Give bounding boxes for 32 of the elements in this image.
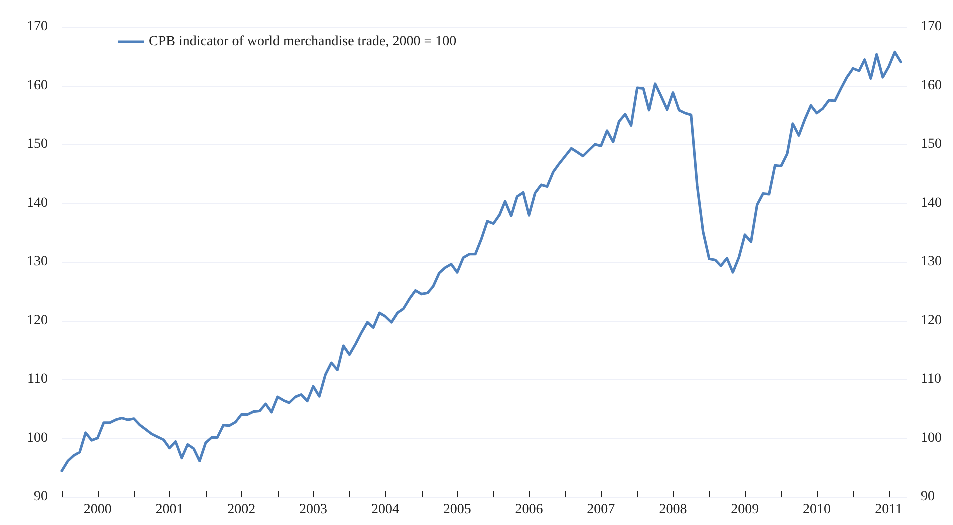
y-tick-label: 160 — [27, 78, 48, 94]
line-series — [60, 50, 902, 472]
y2-tick-label: 120 — [921, 313, 942, 328]
y2-tick-label: 90 — [921, 490, 935, 504]
x-tick-label: 2009 — [731, 502, 760, 518]
y2-tick-label: 150 — [921, 137, 942, 152]
legend-label: CPB indicator of world merchandise trade, 2000 = 100 — [149, 34, 457, 50]
x-tick-label: 2006 — [515, 502, 544, 518]
y-tick-label: 90 — [34, 490, 48, 504]
y2-tick-label: 110 — [921, 372, 942, 387]
y-tick-label: 120 — [27, 313, 48, 328]
y2-tick-label: 170 — [921, 20, 942, 34]
x-tick-label: 2005 — [443, 502, 472, 518]
y-tick-label: 110 — [28, 372, 48, 387]
x-tick-label: 2004 — [372, 502, 400, 518]
x-tick-label: 2000 — [84, 502, 112, 518]
y2-tick-label: 140 — [921, 196, 942, 211]
y2-tick-label: 100 — [921, 430, 942, 446]
x-tick-label: 2001 — [156, 502, 184, 518]
x-tick-label: 2007 — [587, 502, 616, 518]
y2-tick-label: 160 — [921, 78, 942, 94]
x-tick-label: 2008 — [659, 502, 688, 518]
y2-tick-label: 130 — [921, 254, 942, 270]
y-tick-label: 130 — [27, 254, 48, 270]
x-tick-label: 2002 — [228, 502, 256, 518]
x-tick-label: 2011 — [875, 502, 903, 518]
x-tick-label: 2003 — [299, 502, 328, 518]
y-tick-label: 140 — [27, 196, 48, 211]
y-tick-label: 170 — [27, 20, 48, 34]
y-tick-label: 150 — [27, 137, 48, 152]
x-tick-label: 2010 — [803, 502, 832, 518]
y-tick-label: 100 — [27, 430, 48, 446]
